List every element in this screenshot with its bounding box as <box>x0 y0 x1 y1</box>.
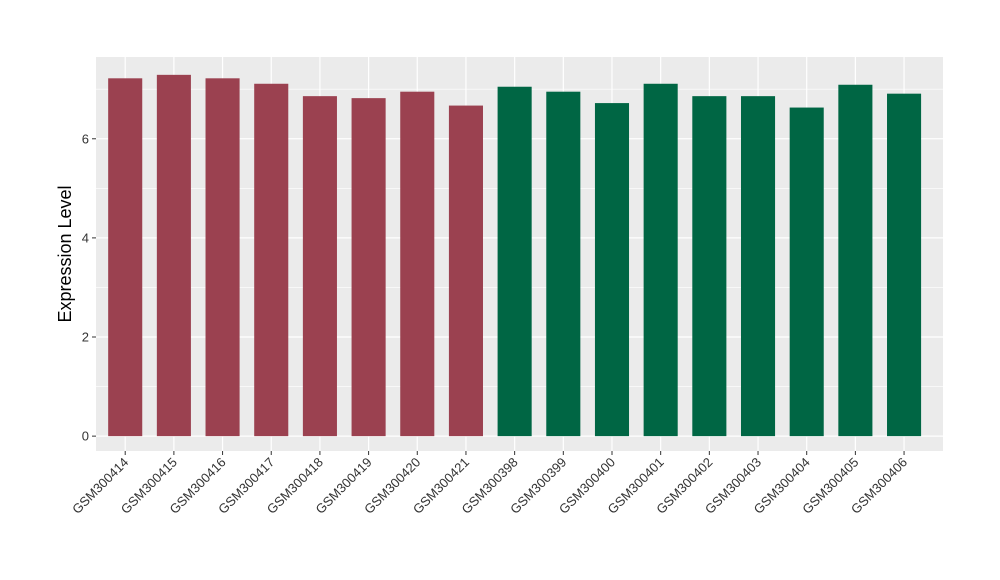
bar-GSM300418 <box>302 96 337 437</box>
y-tick-label: 4 <box>82 230 89 245</box>
y-tick-label: 6 <box>82 131 89 146</box>
bar-GSM300416 <box>205 78 240 437</box>
bar-GSM300415 <box>156 74 191 437</box>
bar-GSM300414 <box>108 78 143 437</box>
bar-GSM300401 <box>643 83 678 437</box>
bar-GSM300405 <box>838 84 873 437</box>
y-tick-label: 0 <box>82 429 89 444</box>
bars <box>108 74 922 437</box>
bar-GSM300404 <box>789 107 824 437</box>
y-tick-label: 2 <box>82 330 89 345</box>
bar-GSM300398 <box>497 86 532 437</box>
bar-GSM300402 <box>692 96 727 437</box>
bar-GSM300406 <box>887 93 922 437</box>
bar-GSM300420 <box>400 91 435 437</box>
bar-GSM300399 <box>546 91 581 437</box>
x-axis: GSM300414GSM300415GSM300416GSM300417GSM3… <box>69 451 910 517</box>
bar-GSM300400 <box>594 103 630 437</box>
bar-GSM300403 <box>740 96 776 437</box>
bar-GSM300421 <box>448 105 483 437</box>
y-axis-title: Expression Level <box>55 185 75 322</box>
y-axis: 0 2 4 6 <box>82 131 96 444</box>
bar-GSM300419 <box>351 98 386 437</box>
bar-GSM300417 <box>254 83 289 437</box>
